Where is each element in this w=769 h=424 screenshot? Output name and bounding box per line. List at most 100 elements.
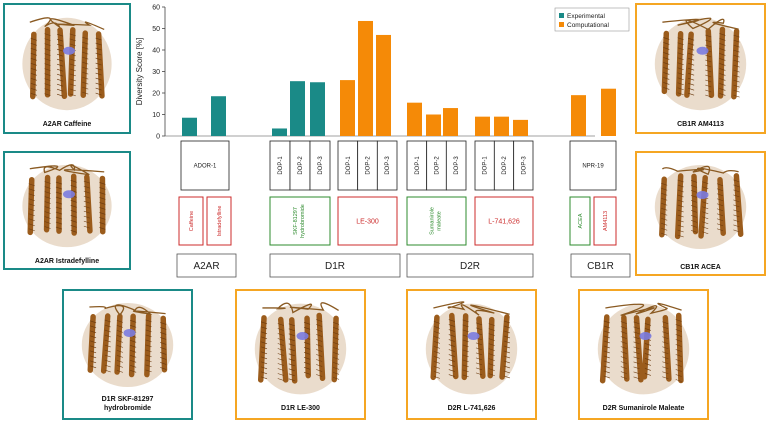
helix-stripe bbox=[620, 356, 627, 359]
helix-stripe bbox=[69, 88, 76, 92]
helix-stripe bbox=[705, 39, 712, 43]
helix-stripe bbox=[644, 323, 652, 326]
helix-stripe bbox=[688, 62, 695, 66]
helix-stripe bbox=[448, 369, 455, 372]
helix-stripe bbox=[160, 342, 167, 345]
helix-stripe bbox=[677, 62, 684, 66]
helix-stripe bbox=[44, 43, 51, 46]
surface-shape bbox=[22, 164, 112, 248]
method-label: ADOR-1 bbox=[194, 164, 217, 170]
helix-stripe bbox=[688, 67, 695, 71]
helix-stripe bbox=[733, 179, 740, 183]
helix-stripe bbox=[705, 69, 712, 73]
helix-stripe bbox=[70, 180, 77, 183]
helix-stripe bbox=[44, 216, 51, 219]
helix-stripe bbox=[116, 340, 123, 343]
helix-stripe bbox=[733, 194, 740, 198]
helix-stripe bbox=[104, 334, 111, 338]
helix-stripe bbox=[733, 89, 740, 93]
helix-stripe bbox=[56, 38, 64, 42]
helix-stripe bbox=[288, 378, 295, 382]
helix-stripe bbox=[70, 215, 77, 218]
method-cell bbox=[376, 140, 398, 191]
helix-stripe bbox=[130, 340, 137, 343]
helix-stripe bbox=[688, 57, 695, 61]
helix-stripe bbox=[316, 324, 323, 327]
panel-caption: A2AR Caffeine bbox=[42, 121, 92, 128]
helix-stripe bbox=[690, 210, 698, 213]
helix-stripe bbox=[677, 52, 684, 56]
helix-stripe bbox=[82, 56, 89, 60]
helix-stripe bbox=[462, 349, 469, 353]
helix-stripe bbox=[28, 188, 35, 192]
helix-stripe bbox=[83, 210, 90, 214]
helix-stripe bbox=[675, 379, 682, 382]
helix-stripe bbox=[69, 63, 76, 67]
helix-stripe bbox=[462, 344, 469, 348]
helix-stripe bbox=[675, 339, 682, 342]
helix-stripe bbox=[56, 83, 64, 87]
helix-stripe bbox=[160, 337, 167, 340]
helix-stripe bbox=[104, 329, 111, 333]
helix-stripe bbox=[705, 44, 712, 48]
helix-stripe bbox=[55, 196, 63, 200]
helix-stripe bbox=[462, 369, 469, 373]
helix-stripe bbox=[83, 205, 90, 209]
helix-stripe bbox=[44, 186, 51, 189]
helix-stripe bbox=[288, 368, 295, 372]
helix-stripe bbox=[663, 72, 670, 75]
helix-stripe bbox=[688, 87, 695, 91]
helix-stripe bbox=[633, 331, 640, 335]
helix-stripe bbox=[316, 359, 323, 362]
helix-stripe bbox=[44, 63, 51, 66]
helix-stripe bbox=[55, 181, 63, 185]
helix-stripe bbox=[620, 341, 627, 344]
ligand-label: ACEA bbox=[578, 213, 584, 228]
helix-stripe bbox=[95, 82, 102, 86]
method-label: DOP-2 bbox=[366, 156, 372, 175]
method-label: DOP-2 bbox=[298, 156, 304, 175]
helix-stripe bbox=[332, 332, 340, 335]
helix-stripe bbox=[702, 211, 709, 215]
bar bbox=[211, 96, 226, 136]
helix-stripe bbox=[488, 348, 495, 351]
helix-stripe bbox=[677, 219, 684, 223]
helix-stripe bbox=[662, 331, 669, 335]
helix-stripe bbox=[475, 362, 483, 366]
helix-stripe bbox=[44, 211, 51, 214]
helix-stripe bbox=[705, 79, 712, 83]
helix-stripe bbox=[677, 214, 684, 218]
helix-stripe bbox=[44, 226, 51, 229]
helix-stripe bbox=[688, 47, 695, 51]
helix-stripe bbox=[462, 364, 469, 368]
receptor-label: D1R bbox=[325, 261, 345, 272]
helix-stripe bbox=[733, 69, 740, 73]
helix-stripe bbox=[688, 82, 695, 86]
helix-stripe bbox=[104, 324, 111, 328]
helix-stripe bbox=[675, 334, 682, 337]
helix-stripe bbox=[675, 329, 682, 332]
helix-stripe bbox=[690, 195, 698, 198]
helix-shape bbox=[331, 315, 339, 383]
helix-stripe bbox=[733, 219, 740, 223]
helix-stripe bbox=[104, 319, 111, 323]
helix-stripe bbox=[288, 333, 295, 337]
helix-stripe bbox=[316, 334, 323, 337]
y-tick-label: 40 bbox=[152, 48, 160, 55]
helix-stripe bbox=[488, 343, 495, 346]
helix-stripe bbox=[56, 88, 64, 92]
helix-stripe bbox=[260, 376, 268, 380]
helix-stripe bbox=[316, 319, 323, 322]
helix-shape bbox=[733, 173, 744, 237]
helix-stripe bbox=[277, 343, 284, 346]
helix-stripe bbox=[644, 373, 652, 376]
helix-stripe bbox=[462, 329, 469, 333]
helix-stripe bbox=[462, 339, 469, 343]
surface-shape bbox=[22, 17, 112, 111]
helix-stripe bbox=[90, 340, 97, 344]
helix-stripe bbox=[28, 208, 35, 212]
helix-stripe bbox=[99, 217, 106, 220]
bar bbox=[513, 119, 528, 136]
helix-stripe bbox=[303, 372, 311, 375]
helix-stripe bbox=[503, 355, 510, 359]
